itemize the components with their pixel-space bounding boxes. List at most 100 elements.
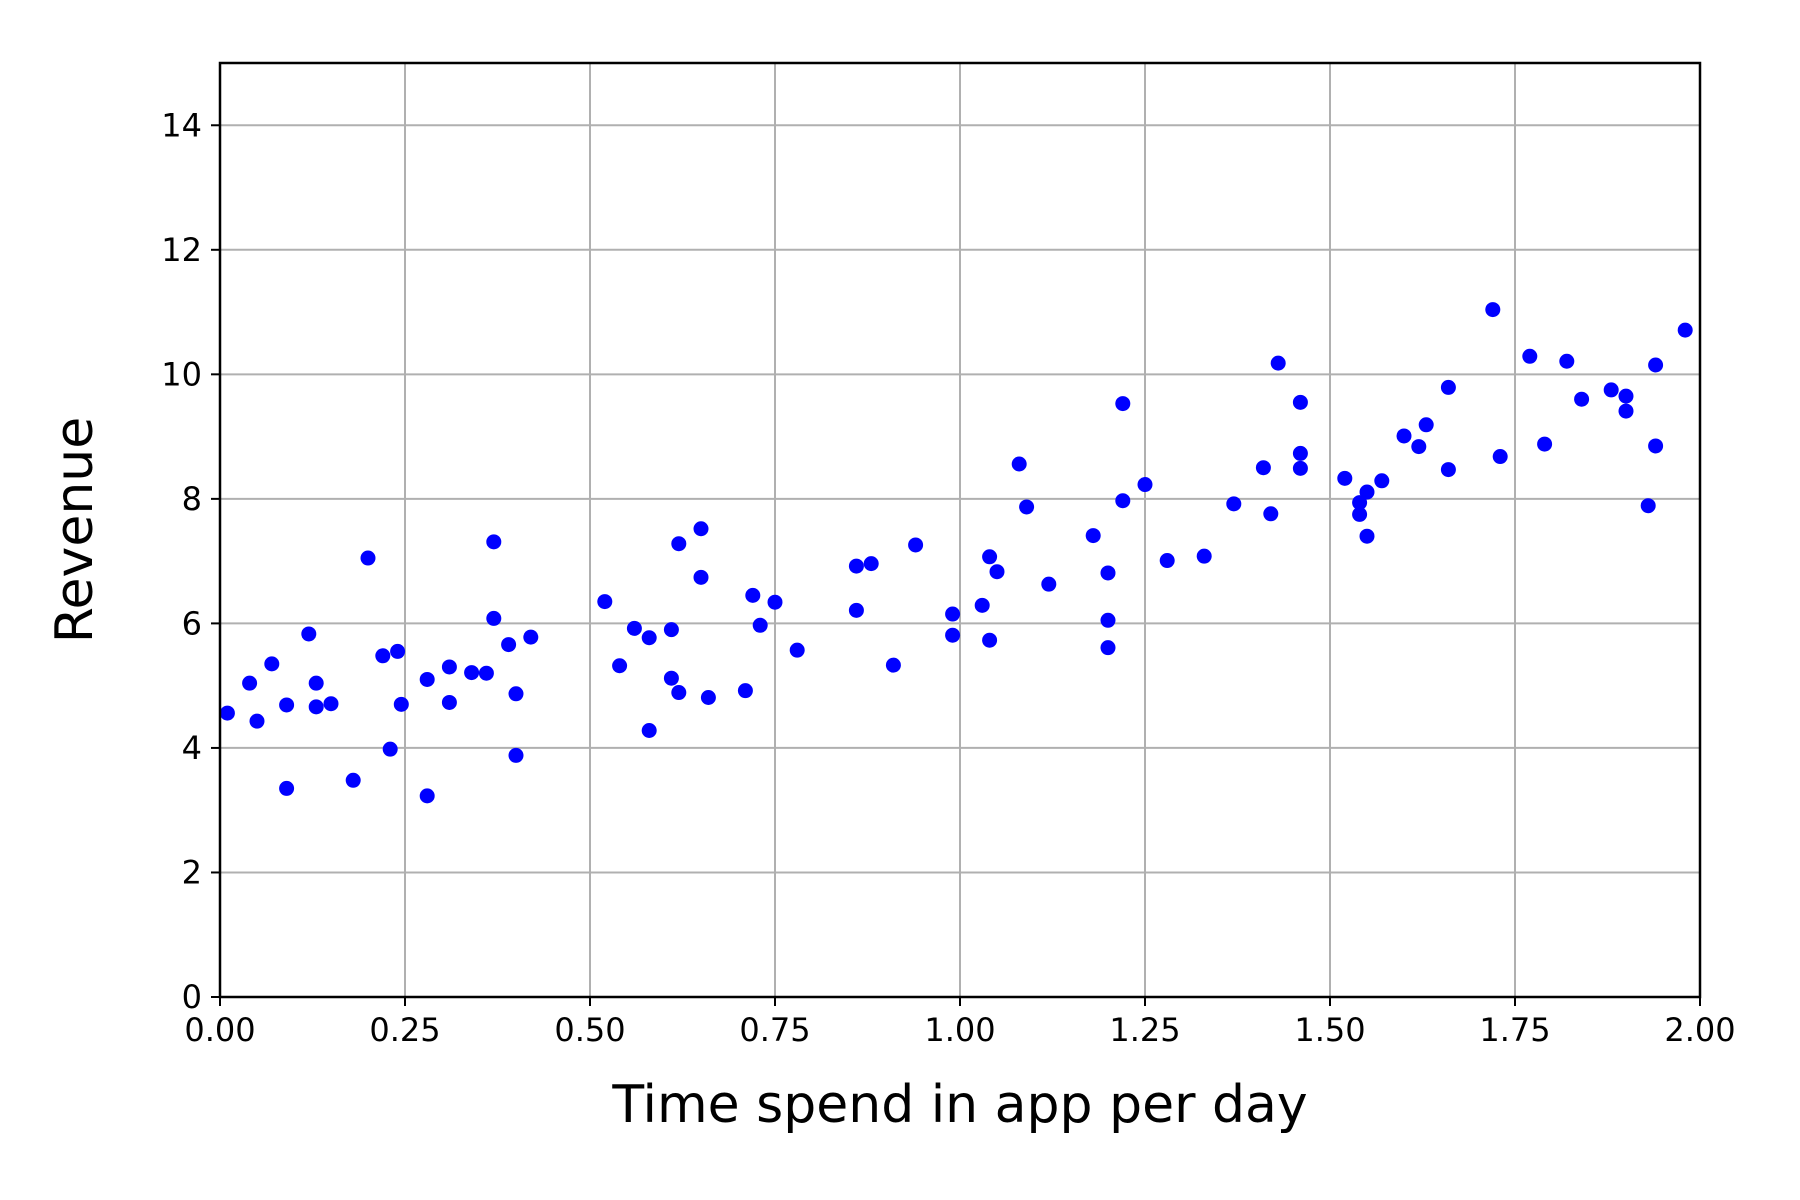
data-point	[279, 697, 295, 713]
data-point	[989, 564, 1005, 580]
data-point	[308, 675, 324, 691]
data-point	[1648, 357, 1664, 373]
data-point	[1115, 396, 1131, 412]
data-point	[745, 587, 761, 603]
x-tick-label: 1.25	[1109, 1011, 1180, 1049]
data-point	[663, 622, 679, 638]
data-point	[1648, 438, 1664, 454]
y-tick-label: 4	[182, 729, 202, 767]
x-axis-label: Time spend in app per day	[611, 1075, 1307, 1135]
x-axis-ticks: 0.00 0.25 0.50 0.75 1.00 1.25 1.50 1.75 2.00	[184, 997, 1736, 1049]
data-point	[508, 686, 524, 702]
data-point	[419, 671, 435, 687]
data-point	[671, 536, 687, 552]
data-point	[693, 569, 709, 585]
data-point	[1492, 449, 1508, 465]
data-point	[1100, 612, 1116, 628]
data-point	[1537, 436, 1553, 452]
data-point	[1137, 477, 1153, 493]
data-point	[626, 620, 642, 636]
data-point	[737, 683, 753, 699]
data-point	[612, 658, 628, 674]
data-point	[375, 648, 391, 664]
data-point	[945, 627, 961, 643]
data-point	[1640, 498, 1656, 514]
data-point	[863, 556, 879, 572]
y-axis-label: Revenue	[45, 417, 105, 643]
data-point	[486, 610, 502, 626]
data-point	[523, 629, 539, 645]
data-point	[1603, 382, 1619, 398]
data-point	[1085, 528, 1101, 544]
data-point	[508, 747, 524, 763]
data-point	[641, 630, 657, 646]
data-point	[1440, 462, 1456, 478]
x-tick-label: 1.00	[924, 1011, 995, 1049]
data-point	[1618, 403, 1634, 419]
data-point	[279, 780, 295, 796]
x-tick-label: 0.50	[554, 1011, 625, 1049]
data-point	[1292, 445, 1308, 461]
data-point	[663, 670, 679, 686]
x-tick-label: 1.75	[1479, 1011, 1550, 1049]
data-point	[419, 788, 435, 804]
y-tick-label: 0	[182, 978, 202, 1016]
data-point	[1041, 576, 1057, 592]
data-point	[700, 689, 716, 705]
data-point	[1255, 460, 1271, 476]
data-point	[848, 602, 864, 618]
y-axis-ticks: 0 2 4 6 8 10 12 14	[161, 106, 220, 1016]
y-tick-label: 10	[161, 355, 202, 393]
data-point	[1359, 528, 1375, 544]
y-tick-label: 6	[182, 604, 202, 642]
data-point	[1352, 506, 1368, 522]
data-point	[249, 713, 265, 729]
data-point	[1618, 388, 1634, 404]
data-point	[641, 722, 657, 738]
x-tick-label: 2.00	[1664, 1011, 1735, 1049]
data-point	[597, 594, 613, 610]
data-point	[486, 534, 502, 550]
data-point	[974, 597, 990, 613]
data-point	[1100, 565, 1116, 581]
data-point	[1396, 428, 1412, 444]
x-tick-label: 0.25	[369, 1011, 440, 1049]
data-point	[1359, 484, 1375, 500]
y-tick-label: 12	[161, 231, 202, 269]
data-point	[1292, 460, 1308, 476]
x-tick-label: 1.50	[1294, 1011, 1365, 1049]
data-point	[323, 696, 339, 712]
data-point	[464, 665, 480, 681]
data-point	[789, 642, 805, 658]
data-point	[982, 632, 998, 648]
data-point	[382, 741, 398, 757]
data-point	[1440, 379, 1456, 395]
data-point	[390, 643, 406, 659]
data-point	[1270, 355, 1286, 371]
data-point	[219, 705, 235, 721]
data-point	[1337, 470, 1353, 486]
x-tick-label: 0.75	[739, 1011, 810, 1049]
data-point	[1115, 493, 1131, 509]
data-point	[1159, 553, 1175, 569]
data-point	[982, 549, 998, 565]
data-point	[360, 550, 376, 566]
data-point	[693, 521, 709, 537]
data-point	[478, 665, 494, 681]
data-point	[1011, 456, 1027, 472]
data-point	[945, 606, 961, 622]
data-point	[1485, 302, 1501, 318]
data-point	[242, 675, 258, 691]
data-point	[1418, 417, 1434, 433]
data-point	[1196, 548, 1212, 564]
data-point	[264, 656, 280, 672]
data-point	[1574, 391, 1590, 407]
y-tick-label: 8	[182, 480, 202, 518]
data-point	[1100, 640, 1116, 656]
data-points	[219, 302, 1693, 804]
data-point	[1677, 322, 1693, 338]
data-point	[1226, 496, 1242, 512]
data-point	[441, 659, 457, 675]
data-point	[752, 617, 768, 633]
